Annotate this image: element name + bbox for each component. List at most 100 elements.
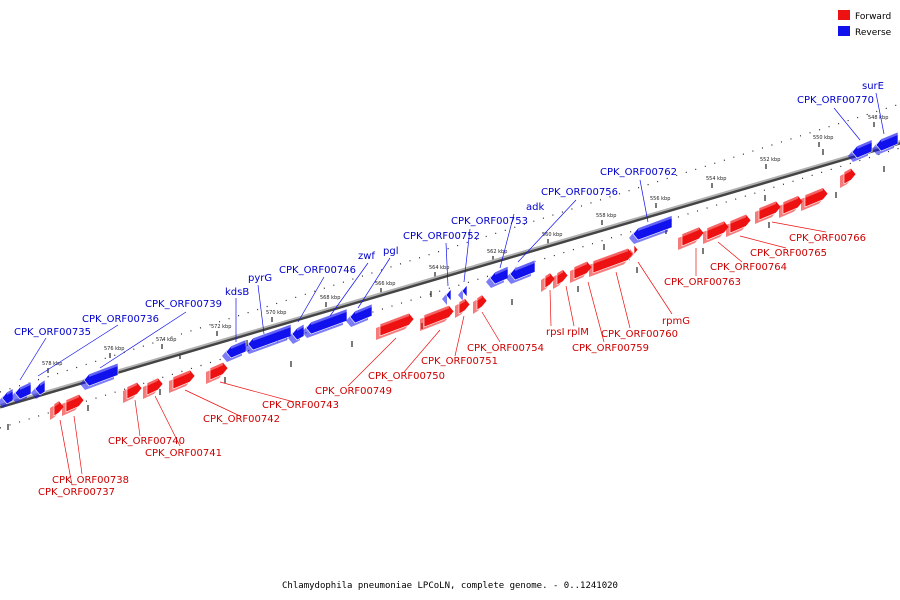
forward-gene: [123, 381, 143, 403]
genome-backbone: [0, 140, 900, 406]
gene-label-cpk-orf00764[interactable]: CPK_ORF00764: [710, 262, 787, 273]
gene-label-cpk-orf00735[interactable]: CPK_ORF00735: [14, 327, 91, 338]
forward-gene: [420, 305, 455, 331]
gene-label-cpk-orf00754[interactable]: CPK_ORF00754: [467, 343, 544, 354]
reverse-leader-line: [19, 337, 47, 381]
forward-gene-highlight: [477, 294, 482, 301]
forward-leader-line: [73, 415, 83, 475]
reverse-leader-line: [37, 324, 119, 377]
gene-label-rpmg[interactable]: rpmG: [662, 316, 690, 327]
forward-gene-highlight: [593, 248, 628, 264]
forward-gene: [755, 200, 782, 224]
forward-gene-body: [172, 369, 196, 390]
reverse-gene: [458, 283, 468, 301]
gene-label-cpk-orf00770[interactable]: CPK_ORF00770: [797, 95, 874, 106]
tick-label: 552 kbp: [760, 157, 780, 163]
gene-label-zwf[interactable]: zwf: [358, 251, 375, 262]
forward-gene-body: [209, 361, 229, 381]
forward-leader-line: [403, 329, 441, 373]
genome-backbone-shadow: [0, 141, 900, 409]
gene-label-cpk-orf00741[interactable]: CPK_ORF00741: [145, 448, 222, 459]
gene-label-cpk-orf00763[interactable]: CPK_ORF00763: [664, 277, 741, 288]
gene-label-cpk-orf00743[interactable]: CPK_ORF00743: [262, 400, 339, 411]
forward-gene: [840, 167, 857, 188]
gene-label-cpk-orf00756[interactable]: CPK_ORF00756: [541, 187, 618, 198]
forward-gene-highlight: [805, 187, 823, 198]
gene-label-cpk-orf00760[interactable]: CPK_ORF00760: [601, 329, 678, 340]
gene-label-cpk-orf00759[interactable]: CPK_ORF00759: [572, 343, 649, 354]
reverse-gene: [222, 339, 247, 362]
tick-label: 548 kbp: [868, 115, 888, 121]
reverse-leader-line: [445, 242, 449, 287]
tick-label: 564 kbp: [429, 265, 449, 271]
reverse-gene: [629, 215, 673, 244]
forward-leader-line: [565, 285, 575, 327]
gene-label-cpk-orf00739[interactable]: CPK_ORF00739: [145, 299, 222, 310]
forward-gene-body: [458, 298, 471, 315]
reverse-leader-line: [257, 284, 265, 335]
reverse-gene-highlight: [40, 379, 45, 386]
gene-label-cpk-orf00765[interactable]: CPK_ORF00765: [750, 248, 827, 259]
reverse-gene-body: [14, 381, 32, 400]
figure-caption: Chlamydophila pneumoniae LPCoLN, complet…: [282, 581, 618, 591]
gene-label-cpk-orf00742[interactable]: CPK_ORF00742: [203, 414, 280, 425]
gene-label-cpk-orf00736[interactable]: CPK_ORF00736: [82, 314, 159, 325]
gene-label-cpk-orf00753[interactable]: CPK_ORF00753: [451, 216, 528, 227]
gene-label-rplm[interactable]: rplM: [567, 327, 589, 338]
gene-label-cpk-orf00751[interactable]: CPK_ORF00751: [421, 356, 498, 367]
gene-label-rpsi[interactable]: rpsI: [546, 327, 565, 338]
forward-gene: [376, 312, 415, 340]
gene-label-cpk-orf00740[interactable]: CPK_ORF00740: [108, 436, 185, 447]
reverse-leader-line: [297, 276, 325, 323]
forward-gene-highlight: [783, 195, 798, 205]
gene-label-sure[interactable]: surE: [862, 81, 884, 92]
forward-gene-shadow: [629, 247, 634, 261]
forward-gene: [455, 298, 471, 318]
tick-label: 570 kbp: [266, 310, 286, 316]
gene-label-cpk-orf00766[interactable]: CPK_ORF00766: [789, 233, 866, 244]
forward-gene-labels: CPK_ORF00738 CPK_ORF00737 CPK_ORF00740 C…: [38, 233, 866, 498]
reverse-gene-highlight: [857, 139, 872, 149]
reverse-gene-body: [83, 362, 119, 387]
gene-label-cpk-orf00750[interactable]: CPK_ORF00750: [368, 371, 445, 382]
forward-leader-line: [219, 381, 295, 403]
gene-label-cpk-orf00746[interactable]: CPK_ORF00746: [279, 265, 356, 276]
gene-label-cpk-orf00762[interactable]: CPK_ORF00762: [600, 167, 677, 178]
reverse-gene: [11, 381, 32, 403]
gene-label-cpk-orf00749[interactable]: CPK_ORF00749: [315, 386, 392, 397]
reverse-gene-body: [509, 259, 536, 281]
gene-label-adk[interactable]: adk: [526, 202, 544, 213]
gene-label-cpk-orf00738[interactable]: CPK_ORF00738: [52, 475, 129, 486]
forward-leader-line: [615, 271, 631, 329]
forward-gene-highlight: [127, 382, 137, 390]
gene-label-pgl[interactable]: pgl: [383, 246, 398, 257]
gene-label-pyrg[interactable]: pyrG: [248, 273, 272, 284]
forward-gene-body: [544, 272, 556, 289]
forward-leader-line: [717, 241, 743, 263]
reverse-gene: [288, 323, 305, 344]
reverse-leader-line: [639, 179, 649, 223]
reverse-gene-body: [875, 131, 899, 152]
gene-label-cpk-orf00752[interactable]: CPK_ORF00752: [403, 231, 480, 242]
reverse-gene-shadow: [458, 287, 463, 301]
reverse-gene-body: [34, 379, 46, 396]
reverse-gene: [302, 308, 348, 338]
forward-gene-highlight: [459, 298, 465, 305]
forward-gene-highlight: [682, 226, 699, 237]
forward-gene: [541, 272, 556, 292]
gene-label-kdsb[interactable]: kdsB: [225, 287, 249, 298]
forward-gene-body: [53, 400, 65, 417]
forward-gene: [703, 220, 730, 244]
forward-gene: [801, 187, 829, 211]
forward-gene: [678, 226, 705, 250]
forward-leader-line: [154, 395, 181, 447]
forward-gene-body: [681, 226, 705, 247]
forward-gene-highlight: [707, 220, 724, 231]
reverse-gene-highlight: [7, 388, 13, 395]
reverse-gene: [506, 259, 536, 284]
forward-gene-body: [556, 269, 569, 286]
reverse-gene: [0, 387, 14, 408]
tick-label: 550 kbp: [813, 135, 833, 141]
gene-label-cpk-orf00737[interactable]: CPK_ORF00737: [38, 487, 115, 498]
reverse-gene-labels: CPK_ORF00735 CPK_ORF00736 CPK_ORF00739 k…: [14, 81, 884, 338]
